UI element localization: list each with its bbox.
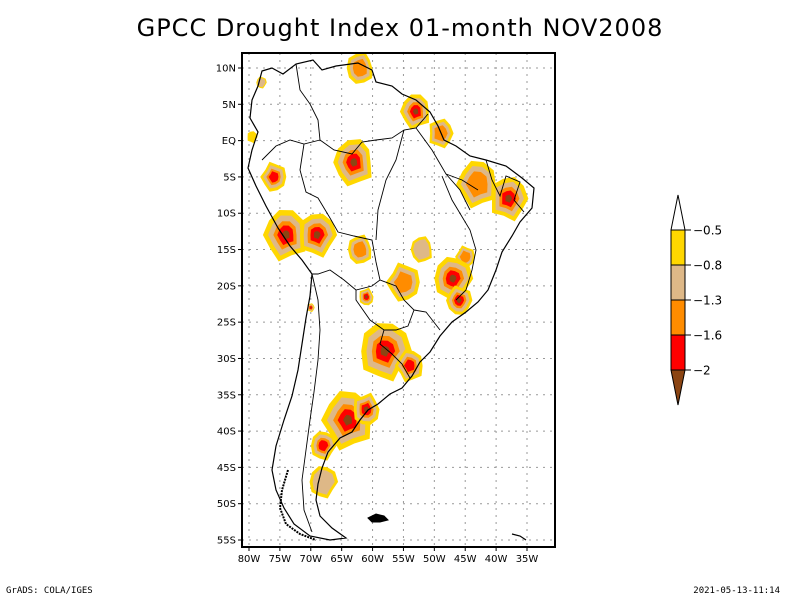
colorbar-label: −0.5 (693, 224, 722, 238)
lon-tick-label: 35W (516, 554, 539, 565)
drought-region-paraguay-chaco (359, 287, 374, 306)
drought-contour-fill (413, 239, 430, 260)
country-borders (261, 63, 525, 533)
lat-tick-label: 5N (222, 100, 236, 111)
drought-contour-fill (505, 194, 513, 203)
drought-contour-fill (312, 469, 335, 495)
lon-tick-label: 50W (423, 554, 446, 565)
axes: 10N 5N EQ 5S 10S 15S 20S 25S 30S 35S 40S 45S 50S 55S8… (216, 64, 539, 566)
lat-tick-label: 40S (217, 427, 236, 438)
drought-region-minas-gerais (434, 256, 474, 302)
drought-contour-fill (465, 171, 488, 198)
drought-region-peru-north (260, 161, 287, 192)
drought-contour-fill (459, 250, 471, 263)
drought-contour-fill (365, 295, 368, 299)
lat-tick-label: 25S (217, 318, 236, 329)
lat-tick-label: 30S (217, 354, 236, 365)
lon-tick-label: 65W (330, 554, 353, 565)
drought-contour-fill (380, 346, 390, 357)
lat-tick-label: EQ (222, 136, 236, 147)
drought-region-bolivia-altiplano (299, 213, 338, 258)
colorbar-swatch (670, 264, 686, 301)
falkland-islands (367, 513, 389, 523)
colorbar-upper-extension (670, 194, 686, 231)
lat-tick-label: 20S (217, 281, 236, 292)
drought-contour-fill (404, 359, 415, 373)
colorbar-swatch (670, 299, 686, 336)
lon-tick-label: 45W (454, 554, 477, 565)
drought-region-guiana-amapa (399, 94, 429, 130)
lat-tick-label: 55S (217, 536, 236, 547)
lon-tick-label: 40W (485, 554, 508, 565)
drought-contour-fill (343, 414, 352, 426)
drought-region-peru-south (262, 210, 306, 262)
lon-tick-label: 80W (238, 554, 261, 565)
map-frame (241, 52, 556, 548)
lat-tick-label: 15S (217, 245, 236, 256)
colorbar-label: −1.6 (693, 329, 722, 343)
lat-tick-label: 45S (217, 463, 236, 474)
colorbar-swatch (670, 229, 686, 266)
drought-contour-fill (393, 271, 413, 293)
drought-contour-fill (310, 306, 312, 309)
drought-region-amazonas-central (333, 139, 372, 187)
drought-shading (247, 53, 529, 499)
south-georgia (511, 533, 527, 541)
colorbar-label: −0.8 (693, 259, 722, 273)
drought-region-patagonia-south (309, 466, 339, 499)
lat-tick-label: 10S (217, 209, 236, 220)
drought-region-mato-grosso-sul (385, 262, 420, 302)
colorbar-swatch (670, 334, 686, 371)
drought-region-sao-paulo (446, 285, 473, 315)
lon-tick-label: 75W (269, 554, 292, 565)
drought-contour-fill (353, 241, 367, 258)
lat-tick-label: 5S (223, 172, 236, 183)
drought-region-northeast-brazil-west (456, 160, 496, 209)
drought-region-venezuela-coast (346, 53, 373, 84)
drought-region-buenos-aires-south (353, 392, 380, 425)
footer-credit: GrADS: COLA/IGES (6, 586, 93, 596)
continent-outline (247, 59, 535, 541)
chile-fjords (278, 469, 317, 541)
drought-contour-fill (318, 440, 329, 452)
lat-tick-label: 10N (216, 64, 236, 75)
lon-tick-label: 55W (392, 554, 415, 565)
drought-region-northeast-brazil-east (492, 177, 529, 222)
colorbar-lower-extension (670, 369, 686, 406)
drought-contour-fill (313, 231, 321, 240)
lon-tick-label: 70W (299, 554, 322, 565)
chart-title: GPCC Drought Index 01-month NOV2008 (136, 14, 664, 42)
colorbar: −0.5 −0.8 −1.3 −1.6 −2 (670, 194, 722, 406)
colorbar-label: −2 (693, 364, 711, 378)
drought-region-chile-north (307, 303, 315, 313)
drought-contour-fill (456, 297, 462, 303)
drought-region-bolivia-east (347, 234, 372, 264)
colorbar-label: −1.3 (693, 294, 722, 308)
drought-region-mato-grosso (410, 236, 432, 263)
drought-contour-fill (350, 158, 358, 167)
footer-timestamp: 2021-05-13-11:14 (693, 586, 780, 596)
drought-contour-fill (268, 171, 279, 183)
lat-tick-label: 50S (217, 499, 236, 510)
drought-contour-fill (412, 108, 419, 115)
drought-contour-fill (449, 274, 457, 283)
coastlines-and-borders (247, 59, 535, 541)
lon-tick-label: 60W (361, 554, 384, 565)
lat-tick-label: 35S (217, 390, 236, 401)
